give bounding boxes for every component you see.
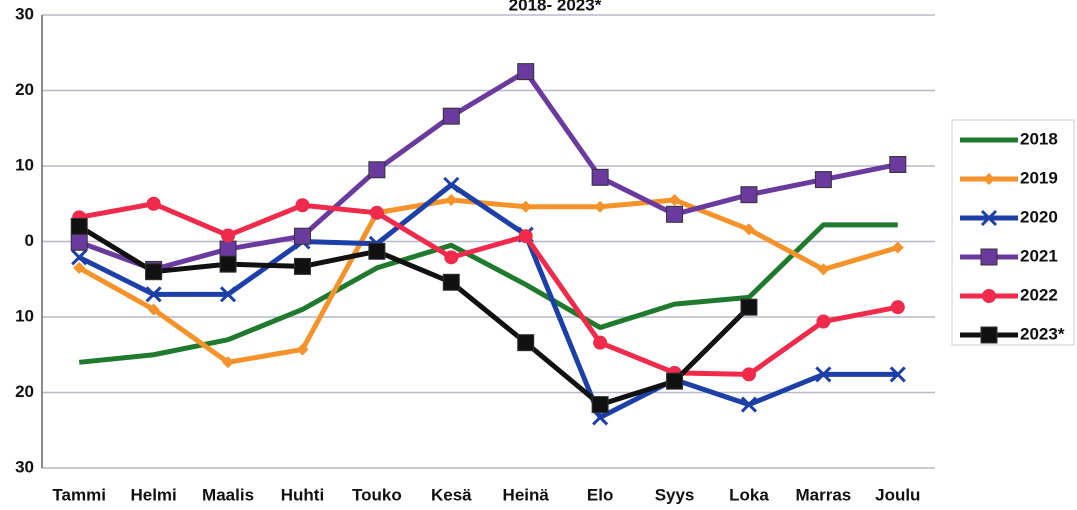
point <box>369 205 384 220</box>
point <box>70 217 88 235</box>
point <box>890 300 905 315</box>
point <box>519 200 532 213</box>
legend-marker <box>980 248 998 266</box>
point <box>145 263 163 281</box>
point <box>293 227 311 245</box>
point <box>740 298 758 316</box>
legend-label: 2021 <box>1020 246 1058 265</box>
y-tick-label: 10 <box>15 155 34 174</box>
x-tick-label: Syys <box>655 485 695 504</box>
point <box>740 396 758 413</box>
x-tick-label: Loka <box>729 485 769 504</box>
x-tick-label: Elo <box>587 485 613 504</box>
x-tick-label: Tammi <box>52 485 106 504</box>
point <box>222 356 235 369</box>
point <box>368 161 386 179</box>
legend-label: 2023* <box>1020 324 1065 343</box>
point <box>517 334 535 352</box>
series-line <box>78 182 898 420</box>
point <box>147 303 160 316</box>
point <box>817 263 830 276</box>
x-tick-label: Maalis <box>202 485 254 504</box>
series-line <box>78 69 899 272</box>
series-line <box>78 222 898 365</box>
point <box>668 193 681 206</box>
point <box>666 205 684 223</box>
point <box>71 249 88 266</box>
point <box>814 171 832 189</box>
y-tick-label: 30 <box>15 457 34 476</box>
point <box>593 335 608 350</box>
x-tick-label: Joulu <box>875 485 920 504</box>
y-tick-label: 20 <box>15 80 34 99</box>
chart-title: 2018- 2023* <box>509 0 602 14</box>
point <box>221 228 236 243</box>
series-line <box>77 224 751 408</box>
point <box>443 176 460 193</box>
point <box>591 168 609 186</box>
series-line <box>77 197 899 365</box>
point <box>219 240 237 258</box>
point <box>368 242 386 260</box>
point <box>70 233 88 251</box>
legend-marker <box>980 326 998 344</box>
x-tick-label: Kesä <box>431 485 472 504</box>
x-tick-label: Huhti <box>281 485 324 504</box>
point <box>442 273 460 291</box>
point <box>591 396 609 414</box>
legend-label: 2020 <box>1020 207 1058 226</box>
point <box>219 255 237 273</box>
point <box>891 241 904 254</box>
point <box>740 186 758 204</box>
point <box>296 343 309 356</box>
y-tick-label: 10 <box>15 306 34 325</box>
y-tick-label: 0 <box>25 231 34 250</box>
y-tick-label: 30 <box>15 4 34 23</box>
legend-marker <box>982 289 996 303</box>
point <box>219 286 237 303</box>
point <box>815 366 832 383</box>
legend-marker <box>980 209 998 227</box>
point <box>741 367 756 382</box>
x-tick-label: Marras <box>795 485 851 504</box>
point <box>73 261 86 274</box>
point <box>445 193 458 206</box>
point <box>742 223 755 236</box>
legend-marker <box>983 173 995 185</box>
point <box>145 286 162 303</box>
point <box>889 366 906 383</box>
series-line <box>78 201 899 377</box>
point <box>444 250 459 265</box>
y-tick-label: 20 <box>15 382 34 401</box>
x-tick-label: Helmi <box>130 485 176 504</box>
point <box>518 229 533 244</box>
point <box>517 63 535 81</box>
legend-label: 2022 <box>1020 285 1058 304</box>
point <box>816 314 831 329</box>
x-tick-label: Touko <box>352 485 402 504</box>
legend-label: 2019 <box>1020 168 1058 187</box>
point <box>293 257 311 275</box>
point <box>442 107 460 125</box>
x-tick-label: Heinä <box>503 485 550 504</box>
point <box>594 200 607 213</box>
point <box>889 155 907 173</box>
point <box>295 198 310 213</box>
legend-label: 2018 <box>1020 129 1058 148</box>
legend-box <box>951 119 1075 346</box>
point <box>146 196 161 211</box>
point <box>666 372 684 390</box>
